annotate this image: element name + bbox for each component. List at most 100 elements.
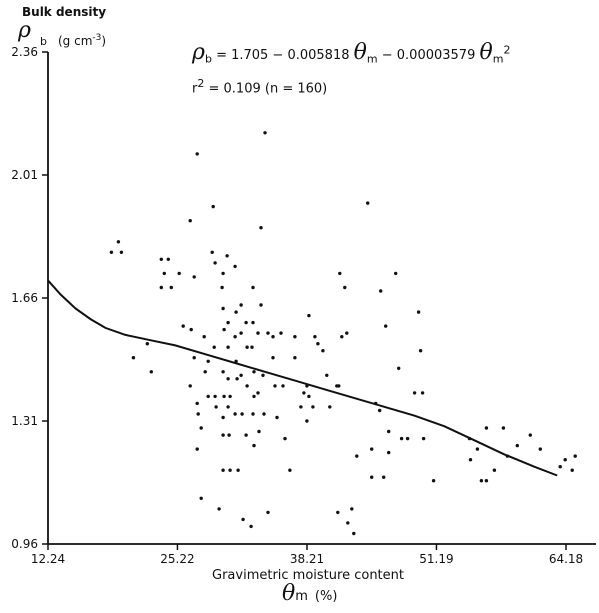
data-point xyxy=(226,377,230,381)
eq-theta-2-subscript: m xyxy=(492,52,504,66)
data-point xyxy=(399,436,404,441)
data-point xyxy=(211,204,215,209)
data-point xyxy=(233,335,237,339)
x-tick-label: 64.18 xyxy=(549,552,583,566)
y-axis-caption: Bulk density xyxy=(22,5,107,19)
r-squared-annotation: r2 = 0.109 (n = 160) xyxy=(192,78,327,95)
data-point xyxy=(416,310,421,314)
data-point xyxy=(343,285,347,290)
data-point xyxy=(252,394,256,399)
data-point xyxy=(293,335,297,339)
data-point xyxy=(239,373,243,377)
data-point xyxy=(199,426,203,430)
y-unit-suffix: ) xyxy=(101,34,107,48)
eq-part2: − 0.00003579 xyxy=(381,48,476,63)
data-point xyxy=(288,468,292,472)
data-point xyxy=(305,419,309,423)
data-point xyxy=(374,401,378,406)
eq-lhs-symbol: ρ xyxy=(192,40,205,65)
data-point xyxy=(256,331,260,335)
y-axis-symbol: ρ xyxy=(18,18,31,43)
eq-theta-2: θ xyxy=(479,40,493,65)
data-point xyxy=(387,429,391,434)
data-point xyxy=(370,447,374,451)
data-point xyxy=(311,405,315,409)
eq-theta-1: θ xyxy=(353,40,367,65)
data-point xyxy=(195,152,199,156)
data-point xyxy=(259,226,263,230)
data-point xyxy=(149,370,153,374)
data-point xyxy=(217,507,221,511)
data-point xyxy=(382,475,386,479)
data-point xyxy=(570,468,574,472)
data-point xyxy=(405,436,410,441)
data-point xyxy=(256,391,260,395)
data-point xyxy=(412,391,417,395)
data-point xyxy=(181,324,185,328)
data-point xyxy=(299,405,303,409)
data-point xyxy=(252,443,256,448)
data-point xyxy=(241,517,245,522)
data-point xyxy=(336,510,340,515)
data-point xyxy=(249,524,253,529)
data-point xyxy=(203,370,207,374)
data-point xyxy=(418,349,423,353)
data-point xyxy=(325,373,329,377)
regression-equation: ρb = 1.705 − 0.005818 θm − 0.00003579 θm… xyxy=(192,42,510,65)
data-point xyxy=(252,370,256,374)
data-point xyxy=(563,458,567,462)
data-point xyxy=(159,257,163,261)
x-axis-caption: Gravimetric moisture content xyxy=(212,568,404,583)
data-point xyxy=(387,450,391,455)
data-point xyxy=(222,327,226,332)
data-point xyxy=(346,521,350,525)
data-point xyxy=(166,257,170,261)
data-point xyxy=(233,264,237,269)
data-point xyxy=(573,454,577,458)
data-point xyxy=(210,250,214,254)
data-point xyxy=(259,303,263,307)
chart-ticks: 0.96 1.31 1.66 2.01 2.36 12.24 25.22 38.21 51.19… xyxy=(11,45,583,566)
data-point xyxy=(302,391,306,395)
data-point xyxy=(340,335,344,339)
data-point xyxy=(145,342,149,346)
r2-label: r xyxy=(192,81,198,97)
data-point xyxy=(366,201,370,205)
data-point xyxy=(225,254,229,258)
eq-part1: = 1.705 − 0.005818 xyxy=(216,48,350,63)
data-point xyxy=(234,359,238,363)
data-point xyxy=(195,401,199,406)
data-point xyxy=(397,366,401,370)
data-point xyxy=(250,345,254,349)
x-axis-subscript: m xyxy=(295,589,308,604)
data-point xyxy=(251,412,255,416)
data-point xyxy=(305,384,309,388)
data-point xyxy=(227,433,231,437)
data-point xyxy=(316,342,320,346)
data-point xyxy=(379,289,383,293)
y-unit-prefix: (g cm xyxy=(58,34,93,48)
data-point xyxy=(131,356,136,360)
data-point xyxy=(222,394,226,399)
data-point xyxy=(468,458,473,462)
y-tick-label: 0.96 xyxy=(11,537,38,551)
data-point xyxy=(199,496,203,500)
data-point xyxy=(221,415,225,420)
y-tick-label: 2.01 xyxy=(11,168,38,182)
data-point xyxy=(212,345,216,349)
data-point xyxy=(528,433,532,437)
data-point xyxy=(226,405,230,409)
data-point xyxy=(505,454,510,458)
data-point xyxy=(251,285,255,290)
data-point xyxy=(226,345,230,349)
data-point xyxy=(321,349,325,353)
data-point xyxy=(492,468,497,472)
data-point xyxy=(307,394,311,399)
data-point xyxy=(251,320,255,325)
x-tick-label: 25.22 xyxy=(160,552,194,566)
data-point xyxy=(245,345,249,349)
data-point xyxy=(192,356,196,360)
data-point xyxy=(307,313,311,318)
y-tick-label: 2.36 xyxy=(11,45,38,59)
data-point xyxy=(257,429,261,434)
